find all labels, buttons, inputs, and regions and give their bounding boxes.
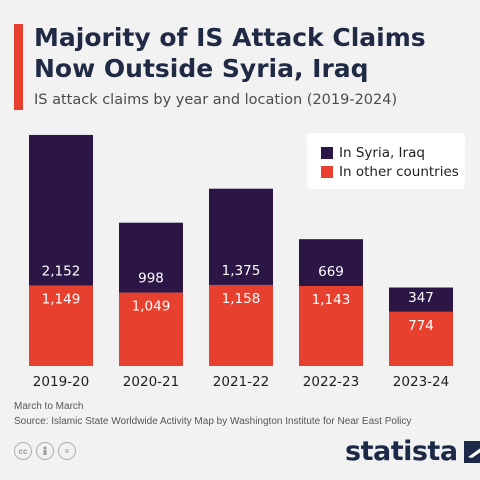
value-label-other-2023-24: 774: [408, 318, 434, 334]
license-icons: cc =: [14, 442, 76, 460]
legend-swatch-other: [321, 166, 333, 178]
bar-syria-iraq-2022-23: [299, 239, 363, 286]
legend-item-syria-iraq: In Syria, Iraq: [321, 145, 425, 161]
value-label-other-2022-23: 1,143: [312, 292, 351, 308]
chart-subtitle: IS attack claims by year and location (2…: [34, 92, 398, 108]
value-label-other-2019-20: 1,149: [42, 292, 81, 308]
source-note: Source: Islamic State Worldwide Activity…: [14, 416, 412, 427]
value-label-other-2021-22: 1,158: [222, 291, 261, 307]
by-icon[interactable]: [36, 442, 54, 460]
title-accent-bar: [14, 24, 23, 110]
statista-logo[interactable]: statista: [345, 436, 480, 467]
legend-label-other: In other countries: [339, 164, 459, 180]
bar-other-2023-24: [389, 311, 453, 366]
value-label-other-2020-21: 1,049: [132, 299, 171, 315]
cc-icon[interactable]: cc: [14, 442, 32, 460]
x-tick-label-2019-20: 2019-20: [33, 374, 89, 390]
legend-item-other: In other countries: [321, 164, 459, 180]
bar-syria-iraq-2020-21: [119, 222, 183, 293]
value-label-syria-iraq-2023-24: 347: [408, 290, 434, 306]
bar-syria-iraq-2023-24: [389, 287, 453, 312]
legend: In Syria, Iraq In other countries: [307, 133, 465, 189]
equals-icon[interactable]: =: [58, 442, 76, 460]
bar-syria-iraq-2021-22: [209, 188, 273, 285]
value-label-syria-iraq-2020-21: 998: [138, 271, 164, 287]
statista-mark-icon: [463, 440, 480, 463]
bar-syria-iraq-2019-20: [29, 134, 93, 286]
x-tick-label-2022-23: 2022-23: [303, 374, 359, 390]
legend-label-syria-iraq: In Syria, Iraq: [339, 145, 425, 161]
legend-swatch-syria-iraq: [321, 147, 333, 159]
value-label-syria-iraq-2019-20: 2,152: [42, 264, 81, 280]
bar-other-2021-22: [209, 284, 273, 366]
bar-other-2020-21: [119, 292, 183, 366]
x-tick-label-2023-24: 2023-24: [393, 374, 449, 390]
x-tick-label-2021-22: 2021-22: [213, 374, 269, 390]
brand-text: statista: [345, 436, 458, 467]
value-label-syria-iraq-2021-22: 1,375: [222, 263, 261, 279]
value-label-syria-iraq-2022-23: 669: [318, 264, 344, 280]
x-tick-label-2020-21: 2020-21: [123, 374, 179, 390]
footnote: March to March: [14, 401, 84, 412]
bar-other-2022-23: [299, 285, 363, 366]
bar-other-2019-20: [29, 285, 93, 366]
chart-title: Majority of IS Attack Claims Now Outside…: [34, 23, 426, 83]
